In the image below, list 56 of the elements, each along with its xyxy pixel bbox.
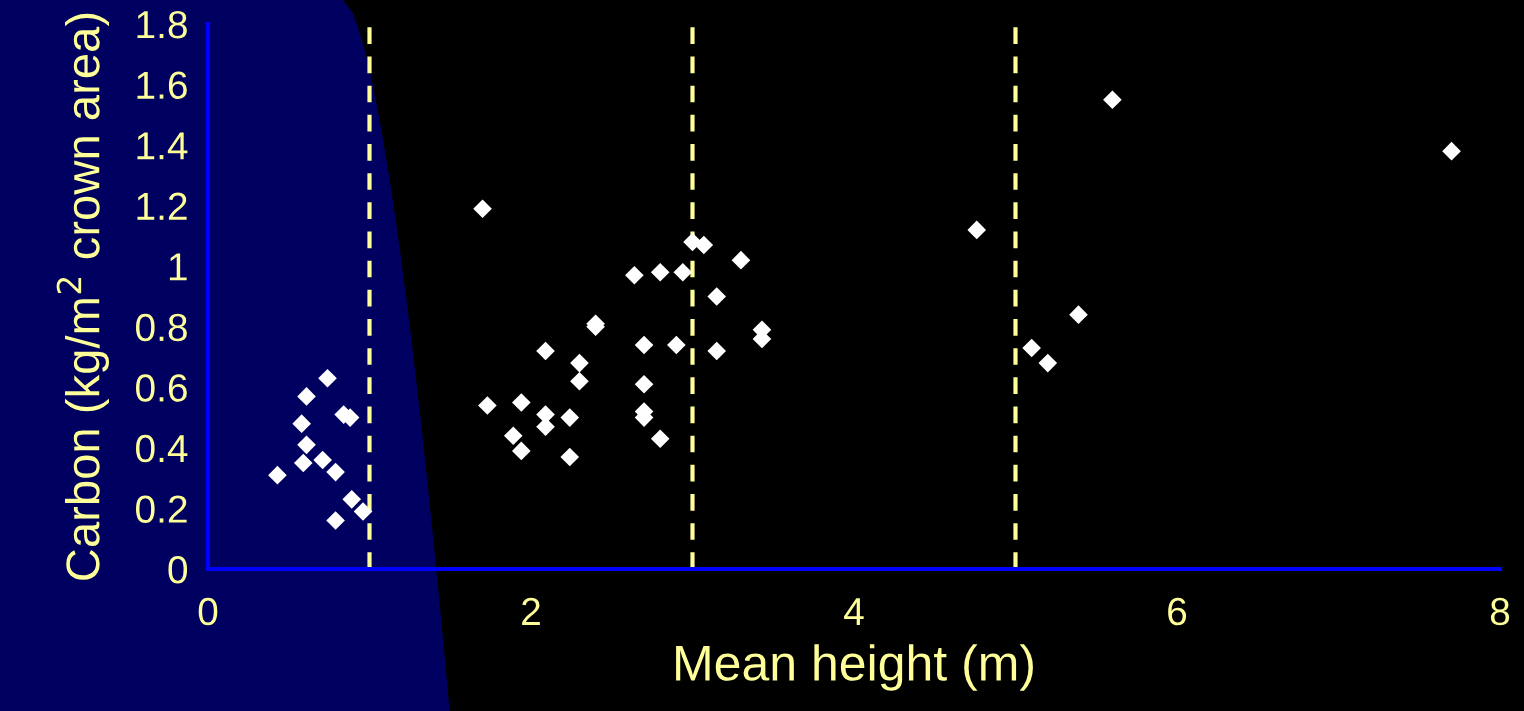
point [1022, 338, 1041, 358]
point [313, 450, 332, 470]
point [318, 368, 337, 388]
point [560, 447, 580, 467]
point [673, 262, 693, 282]
point [634, 374, 654, 394]
x-tick-label: 4 [844, 598, 864, 625]
point [1103, 90, 1122, 110]
point [342, 490, 362, 509]
y-tick-label: 0.6 [136, 374, 187, 402]
y-tick-label: 0.2 [136, 495, 187, 523]
point [536, 417, 555, 437]
point [353, 502, 373, 521]
y-tick-label: 0.4 [136, 434, 188, 463]
point [326, 462, 345, 482]
point [326, 511, 345, 530]
x-tick-label: 8 [1490, 597, 1510, 626]
point [511, 393, 531, 412]
point [667, 335, 686, 355]
point [297, 387, 316, 406]
point [694, 235, 714, 255]
point [297, 435, 316, 455]
x-axis-title: Mean height (m) [676, 644, 1033, 691]
y-axis-title: Carbon (kg/m$^{2}$ crown area) [56, 13, 110, 580]
point [1069, 305, 1088, 324]
point [268, 465, 287, 485]
point [473, 199, 492, 219]
y-tick-label: 1.2 [137, 192, 187, 220]
point [1038, 353, 1058, 373]
point [1442, 141, 1461, 161]
x-tick-label: 2 [522, 597, 540, 625]
y-tick-label: 1.6 [137, 71, 187, 100]
y-tick-label: 1 [169, 253, 187, 281]
point [293, 453, 313, 473]
point [707, 341, 727, 361]
point [511, 441, 531, 461]
y-tick-label: 1.8 [137, 10, 187, 39]
point [707, 287, 727, 306]
point [570, 353, 589, 373]
point [560, 408, 580, 427]
point [625, 265, 644, 285]
point [478, 396, 497, 415]
y-tick-label: 0 [168, 555, 188, 584]
x-tick-label: 0 [198, 597, 218, 626]
x-tick-label: 6 [1168, 597, 1187, 626]
point [292, 414, 311, 433]
point [967, 220, 987, 240]
y-tick-label: 1.4 [137, 132, 188, 160]
point [650, 429, 670, 449]
point [503, 426, 523, 446]
point [570, 371, 589, 391]
point [634, 335, 654, 355]
y-tick-label: 0.8 [136, 313, 187, 342]
point [650, 262, 670, 282]
point [536, 341, 555, 361]
point [731, 250, 751, 270]
